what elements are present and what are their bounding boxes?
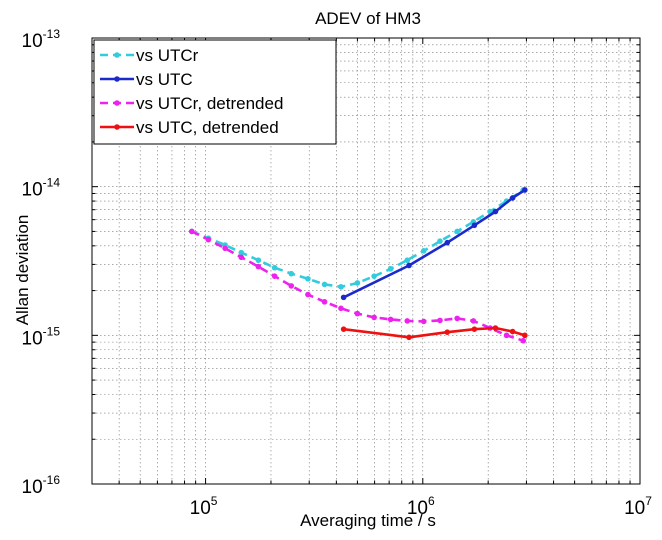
series-group bbox=[340, 187, 528, 301]
series-point bbox=[371, 273, 377, 279]
series-point bbox=[222, 245, 228, 252]
series-point bbox=[454, 228, 460, 235]
series-point bbox=[503, 332, 510, 339]
legend-swatch-marker bbox=[114, 76, 120, 82]
y-tick-label: 10-14 bbox=[22, 176, 61, 201]
series-point bbox=[338, 305, 344, 312]
legend-swatch-marker bbox=[114, 100, 120, 106]
series-point bbox=[305, 291, 311, 298]
series-point bbox=[522, 187, 528, 193]
series-point bbox=[238, 249, 245, 256]
series-point bbox=[522, 332, 528, 339]
series-group bbox=[188, 228, 527, 344]
series-point bbox=[305, 276, 311, 282]
x-tick-label: 106 bbox=[407, 494, 435, 519]
chart-title: ADEV of HM3 bbox=[315, 9, 421, 28]
series-point bbox=[406, 334, 412, 341]
series-point bbox=[420, 248, 427, 254]
series-point bbox=[387, 316, 394, 323]
series-point bbox=[338, 284, 344, 290]
series-point bbox=[354, 280, 361, 286]
series-point bbox=[509, 195, 516, 201]
series-point bbox=[188, 228, 195, 235]
grid-lines bbox=[92, 38, 640, 484]
series-point bbox=[271, 264, 278, 271]
series-point bbox=[437, 238, 443, 244]
legend-entry-label: vs UTCr bbox=[136, 46, 199, 65]
series-point bbox=[404, 318, 411, 324]
series-point bbox=[387, 266, 394, 272]
series-point bbox=[321, 281, 328, 288]
series-point bbox=[437, 317, 443, 324]
legend-box bbox=[93, 39, 337, 145]
legend-swatch-marker bbox=[114, 52, 120, 58]
series-point bbox=[371, 314, 377, 321]
series-point bbox=[444, 329, 451, 335]
series-point bbox=[406, 262, 412, 269]
series-point bbox=[420, 318, 427, 325]
series-point bbox=[340, 326, 347, 332]
x-tick-label: 105 bbox=[190, 494, 218, 519]
series-point bbox=[205, 236, 212, 243]
series-point bbox=[520, 337, 527, 344]
series-point bbox=[470, 318, 477, 324]
legend-entry-label: vs UTC bbox=[136, 70, 193, 89]
series-point bbox=[354, 310, 361, 317]
series-point bbox=[492, 325, 499, 331]
series-point bbox=[238, 254, 245, 261]
series-point bbox=[454, 315, 460, 322]
legend-entry-label: vs UTC, detrended bbox=[136, 118, 279, 137]
series-layer bbox=[188, 187, 528, 344]
series-point bbox=[271, 273, 278, 279]
series-point bbox=[492, 208, 499, 215]
series-point bbox=[509, 328, 516, 335]
tick-labels: 105 106 107 10-16 10-15 10-14 10-13 bbox=[22, 27, 653, 519]
legend-swatch-marker bbox=[114, 124, 120, 130]
series-point bbox=[340, 294, 347, 301]
plot-frame bbox=[91, 37, 641, 485]
series-point bbox=[471, 326, 478, 332]
y-tick-label: 10-15 bbox=[22, 324, 61, 349]
series-point bbox=[471, 222, 478, 229]
x-axis-label: Averaging time / s bbox=[300, 511, 436, 530]
y-tick-label: 10-13 bbox=[22, 27, 61, 52]
series-point bbox=[288, 270, 295, 277]
legend-entry-label: vs UTCr, detrended bbox=[136, 94, 283, 113]
y-axis-label: Allan deviation bbox=[13, 215, 32, 326]
series-point bbox=[255, 263, 262, 270]
series-group bbox=[340, 325, 528, 341]
y-tick-label: 10-16 bbox=[22, 473, 61, 498]
series-point bbox=[321, 299, 328, 305]
series-point bbox=[404, 257, 411, 264]
legend: vs UTCr vs UTC vs UTCr, detrended vs UTC, d… bbox=[93, 39, 337, 145]
series-point bbox=[255, 257, 262, 264]
series-point bbox=[288, 283, 295, 289]
x-tick-label: 107 bbox=[624, 494, 652, 519]
series-point bbox=[444, 239, 451, 246]
